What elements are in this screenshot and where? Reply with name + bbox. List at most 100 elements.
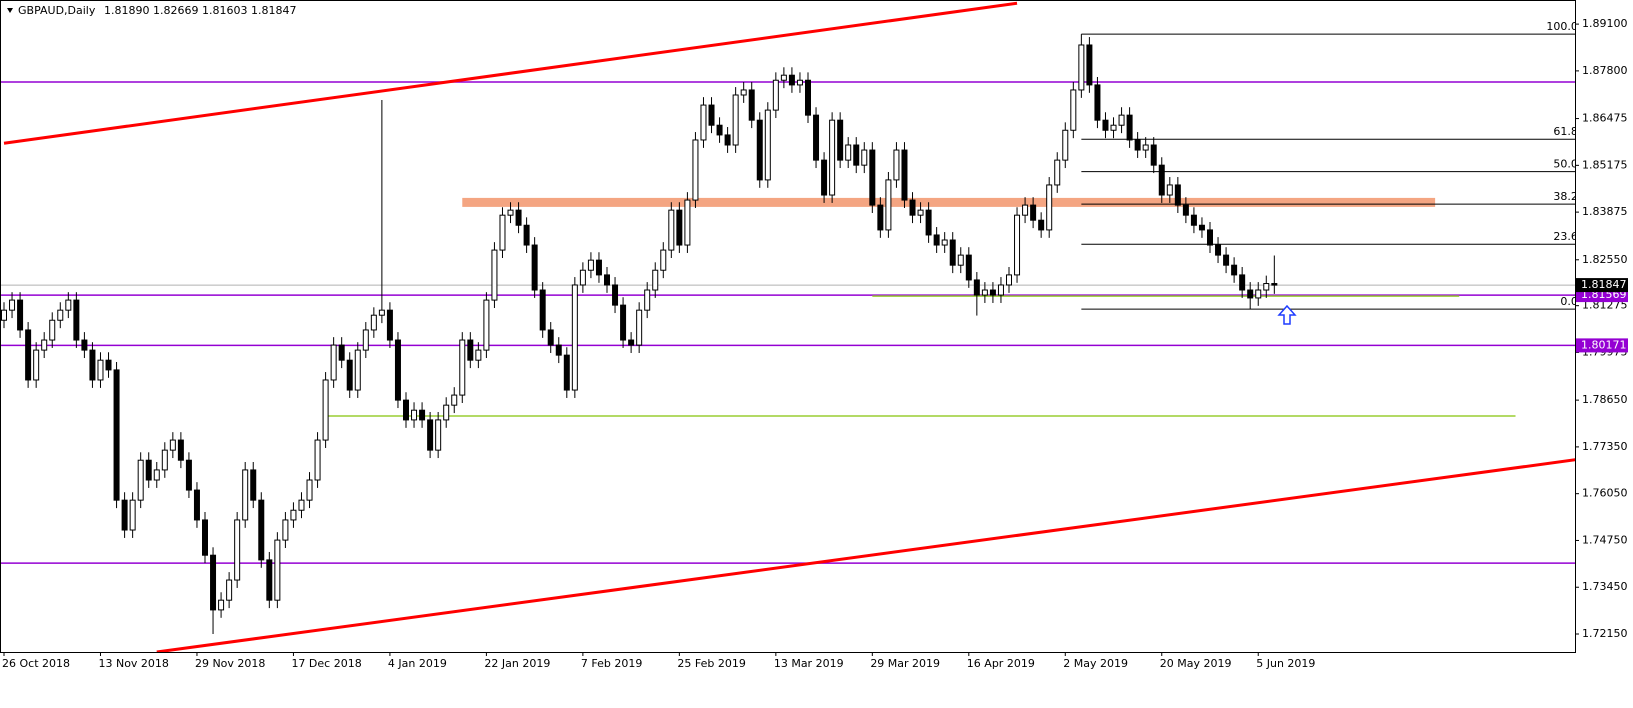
y-tick-label: 1.74750: [1582, 533, 1628, 546]
candle-body: [587, 259, 594, 271]
candle-body: [917, 209, 924, 216]
candle-body: [97, 359, 104, 381]
candle-body: [861, 149, 868, 166]
y-tick-label: 1.87800: [1582, 64, 1628, 77]
price-tag: [1576, 338, 1628, 353]
candle-body: [370, 314, 377, 331]
plot-area: 100.0 61.8 50.0 38.2 23.6 0.0: [0, 1, 1578, 652]
candle-body: [965, 254, 972, 281]
candle-body: [298, 499, 305, 511]
candle-body: [475, 349, 482, 361]
candle-body: [1054, 159, 1061, 186]
x-tick-label: 20 May 2019: [1160, 657, 1232, 670]
candle-body: [604, 274, 610, 286]
candle-body: [636, 309, 643, 346]
candle-body: [997, 284, 1004, 296]
candle-body: [427, 419, 434, 451]
candle-body: [185, 459, 192, 491]
candle-body: [153, 469, 160, 481]
candle-body: [346, 359, 353, 391]
candle-body: [531, 244, 538, 291]
candle-body: [523, 224, 530, 246]
x-tick-label: 4 Jan 2019: [388, 657, 447, 670]
candle-body: [700, 104, 707, 141]
candle-body: [1006, 274, 1012, 286]
candle-body: [49, 319, 56, 341]
candle-body: [724, 134, 731, 146]
candle-body: [893, 149, 900, 181]
candle-body: [796, 79, 803, 86]
candle-body: [869, 149, 876, 206]
buy-arrow: [1277, 304, 1297, 325]
candle-body: [652, 269, 659, 291]
menu-triangle[interactable]: [7, 8, 13, 13]
zone: [462, 197, 1436, 207]
candle-body: [1022, 204, 1029, 216]
candle-body: [1182, 204, 1189, 216]
x-tick-label: 22 Jan 2019: [484, 657, 550, 670]
candle-body: [322, 379, 329, 441]
candle-body: [1086, 44, 1093, 86]
candle-body: [837, 119, 844, 161]
candle-body: [218, 599, 225, 611]
candle-body: [853, 144, 860, 166]
candle-body: [73, 299, 80, 341]
candle-body: [1271, 283, 1278, 286]
candle-body: [579, 269, 586, 286]
candle-body: [1150, 144, 1157, 166]
candle-body: [250, 469, 257, 501]
candle-body: [1247, 289, 1254, 299]
candle-body: [1134, 139, 1141, 151]
x-tick-label: 2 May 2019: [1063, 657, 1128, 670]
candle-body: [933, 234, 940, 246]
trend-line: [3, 1, 1018, 145]
candle-body: [451, 394, 458, 406]
candle-body: [547, 329, 554, 346]
candle-body: [1070, 89, 1077, 131]
price-tag-label: 1.80171: [1581, 338, 1627, 351]
fib-label: 38.2: [1553, 190, 1578, 203]
fib-label: 61.8: [1553, 125, 1578, 138]
candle-body: [65, 299, 72, 311]
candle-body: [684, 199, 691, 246]
candle-body: [539, 289, 546, 331]
fib-label: 50.0: [1553, 158, 1578, 171]
candle-body: [507, 209, 514, 216]
candle-body: [708, 104, 715, 126]
candle-body: [258, 499, 265, 561]
candle-body: [1166, 184, 1173, 196]
candle-body: [821, 159, 828, 196]
x-tick-label: 25 Feb 2019: [677, 657, 745, 670]
candle-body: [989, 289, 996, 296]
candle-body: [813, 114, 820, 161]
candle-body: [612, 284, 619, 306]
y-tick-label: 1.77350: [1582, 440, 1628, 453]
y-tick-label: 1.73450: [1582, 580, 1628, 593]
y-tick-label: 1.85175: [1582, 158, 1628, 171]
candle-body: [338, 344, 345, 361]
candle-body: [443, 404, 450, 421]
candle-body: [949, 239, 956, 266]
candle-body: [145, 459, 152, 481]
candle-body: [1190, 214, 1197, 226]
symbol: GBPAUD,Daily: [18, 4, 96, 17]
candle-body: [1038, 219, 1045, 231]
candle-body: [1110, 124, 1117, 131]
x-tick-label: 26 Oct 2018: [2, 657, 70, 670]
candle-body: [1207, 229, 1213, 246]
candle-body: [177, 439, 184, 461]
candle-body: [740, 89, 747, 96]
candle-body: [210, 554, 217, 611]
candle-body: [1102, 119, 1109, 131]
candle-body: [41, 339, 48, 351]
candle-body: [1062, 129, 1069, 161]
candle-body: [105, 359, 112, 371]
candle-body: [676, 209, 683, 246]
candle-body: [829, 119, 836, 196]
candle-body: [57, 309, 64, 321]
trend-line: [156, 458, 1575, 652]
candle-body: [764, 109, 771, 181]
